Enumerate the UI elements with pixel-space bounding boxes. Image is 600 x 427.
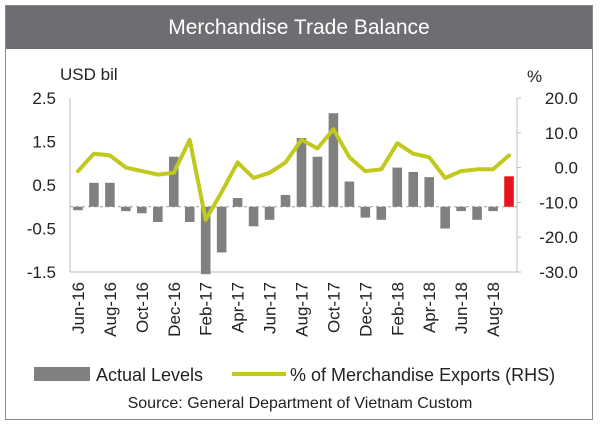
left-tick-label: 2.5 — [32, 89, 56, 108]
chart-frame: Merchandise Trade Balance — [5, 5, 593, 420]
right-tick-label: -20.0 — [539, 228, 578, 247]
bar — [296, 138, 307, 207]
right-tick-label: 20.0 — [545, 89, 578, 108]
x-tick-label: Apr-17 — [229, 282, 248, 333]
bar — [105, 182, 115, 207]
legend-label-line: % of Merchandise Exports (RHS) — [290, 365, 555, 385]
series-line — [76, 127, 511, 222]
right-tick-label: 10.0 — [545, 124, 578, 143]
bar — [168, 156, 179, 207]
right-tick-label: -10.0 — [539, 193, 578, 212]
bar — [184, 206, 195, 222]
x-tick-label: Dec-16 — [165, 282, 184, 337]
bar — [121, 206, 131, 212]
bar — [153, 206, 163, 222]
bar — [408, 171, 419, 207]
x-tick-label: Feb-17 — [197, 282, 216, 336]
right-tick-label: 0.0 — [554, 159, 578, 178]
bar — [472, 206, 482, 220]
bar — [456, 206, 466, 212]
bar — [440, 206, 450, 229]
bar — [328, 113, 339, 207]
bar — [137, 206, 147, 214]
bar — [360, 206, 371, 218]
x-tick-label: Oct-16 — [133, 282, 152, 333]
left-tick-label: -1.5 — [27, 263, 56, 282]
right-tick-label: -30.0 — [539, 263, 578, 282]
x-tick-label: Aug-17 — [292, 282, 311, 337]
right-axis-unit: % — [527, 67, 542, 86]
legend-swatch-bars — [34, 367, 90, 381]
bar — [280, 195, 291, 207]
bar — [504, 176, 514, 207]
bar — [73, 206, 83, 211]
bar — [488, 206, 498, 212]
x-tick-label: Jun-16 — [69, 282, 88, 334]
x-tick-label: Apr-18 — [420, 282, 439, 333]
left-tick-label: -0.5 — [27, 220, 56, 239]
x-tick-label: Jun-17 — [261, 282, 280, 334]
bar — [376, 206, 387, 220]
bar — [392, 167, 403, 207]
bar — [216, 206, 227, 253]
x-tick-label: Aug-18 — [484, 282, 503, 337]
legend-label-bars: Actual Levels — [96, 365, 203, 385]
bar — [264, 206, 275, 220]
x-tick-label: Dec-17 — [356, 282, 375, 337]
left-tick-label: 0.5 — [32, 176, 56, 195]
x-tick-label: Aug-16 — [101, 282, 120, 337]
x-tick-label: Jun-18 — [452, 282, 471, 334]
x-tick-label: Oct-17 — [324, 282, 343, 333]
x-tick-label: Feb-18 — [388, 282, 407, 336]
left-tick-label: 1.5 — [32, 133, 56, 152]
source-note: Source: General Department of Vietnam Cu… — [128, 395, 473, 412]
bar — [200, 206, 211, 275]
bar — [232, 198, 243, 207]
bar — [89, 182, 99, 207]
chart-title: Merchandise Trade Balance — [6, 6, 592, 49]
bar — [312, 156, 323, 207]
bar — [248, 206, 259, 227]
bar — [344, 181, 355, 207]
bar — [424, 177, 434, 207]
left-axis-unit: USD bil — [60, 65, 118, 84]
